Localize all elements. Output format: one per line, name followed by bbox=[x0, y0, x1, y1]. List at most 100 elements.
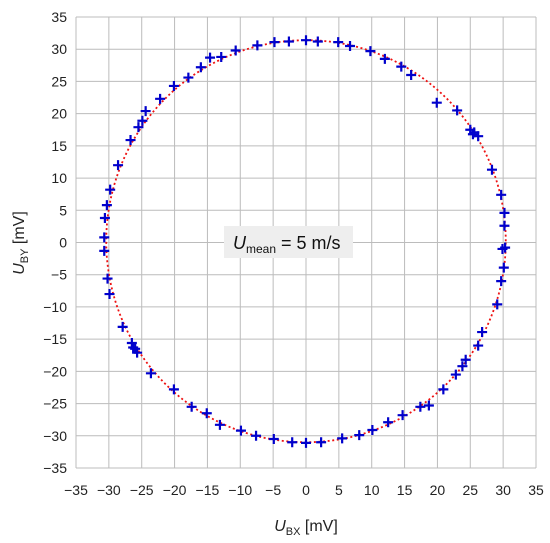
data-point-marker bbox=[283, 36, 294, 47]
y-tick-label: 5 bbox=[59, 202, 67, 218]
data-point-marker bbox=[473, 340, 484, 351]
data-point-marker bbox=[486, 164, 497, 175]
data-point-marker bbox=[406, 69, 417, 80]
y-tick-label: −10 bbox=[43, 299, 67, 315]
data-point-marker bbox=[345, 40, 356, 51]
x-axis-label: UBX [mV] bbox=[274, 518, 338, 538]
x-tick-label: 15 bbox=[397, 482, 413, 498]
data-point-marker bbox=[397, 410, 408, 421]
data-point-marker bbox=[492, 299, 503, 310]
y-axis-label: UBY [mV] bbox=[11, 211, 31, 275]
data-point-marker bbox=[117, 321, 128, 332]
x-tick-label: 35 bbox=[528, 482, 544, 498]
data-point-marker bbox=[496, 189, 507, 200]
data-point-marker bbox=[99, 245, 110, 256]
y-tick-label: 15 bbox=[51, 138, 67, 154]
y-tick-label: 10 bbox=[51, 170, 67, 186]
data-point-marker bbox=[301, 35, 311, 46]
data-point-marker bbox=[269, 37, 280, 48]
data-point-marker bbox=[140, 106, 151, 117]
data-point-marker bbox=[133, 122, 144, 133]
y-tick-label: 30 bbox=[51, 41, 67, 57]
data-point-marker bbox=[383, 417, 394, 428]
data-point-marker bbox=[354, 430, 365, 441]
x-tick-label: −15 bbox=[196, 482, 220, 498]
data-point-marker bbox=[312, 36, 323, 47]
data-point-marker bbox=[396, 61, 407, 72]
data-point-marker bbox=[379, 53, 390, 64]
x-tick-label: −25 bbox=[130, 482, 154, 498]
y-tick-label: −25 bbox=[43, 396, 67, 412]
y-tick-label: −35 bbox=[43, 460, 67, 476]
data-point-marker bbox=[438, 384, 449, 395]
annotation-box: Umean = 5 m/s bbox=[224, 226, 353, 258]
y-tick-label: 20 bbox=[51, 106, 67, 122]
y-tick-label: 35 bbox=[51, 9, 67, 25]
annotation-text: Umean = 5 m/s bbox=[233, 233, 341, 256]
x-tick-label: 10 bbox=[364, 482, 380, 498]
data-point-marker bbox=[467, 129, 478, 140]
data-point-marker bbox=[301, 437, 311, 448]
data-point-marker bbox=[128, 342, 139, 353]
data-point-marker bbox=[104, 289, 115, 300]
data-point-marker bbox=[499, 207, 510, 218]
data-point-marker bbox=[457, 361, 468, 372]
data-point-marker bbox=[126, 338, 137, 349]
data-point-marker bbox=[287, 437, 298, 448]
y-tick-label: 25 bbox=[51, 73, 67, 89]
data-points bbox=[99, 35, 511, 448]
data-point-marker bbox=[137, 115, 148, 126]
data-point-marker bbox=[477, 327, 488, 338]
data-point-marker bbox=[183, 72, 194, 83]
x-tick-label: 5 bbox=[335, 482, 343, 498]
data-point-marker bbox=[460, 354, 471, 365]
y-tick-label: −5 bbox=[51, 267, 67, 283]
data-point-marker bbox=[155, 93, 166, 104]
data-point-marker bbox=[450, 369, 461, 380]
x-tick-label: 0 bbox=[302, 482, 310, 498]
data-point-marker bbox=[195, 62, 206, 73]
x-tick-label: −20 bbox=[163, 482, 187, 498]
data-point-marker bbox=[168, 384, 179, 395]
data-point-marker bbox=[216, 51, 227, 62]
x-tick-label: 30 bbox=[495, 482, 511, 498]
data-point-marker bbox=[99, 232, 110, 243]
data-point-marker bbox=[102, 273, 113, 284]
data-point-marker bbox=[125, 135, 136, 146]
data-point-marker bbox=[235, 425, 246, 436]
data-point-marker bbox=[105, 184, 116, 195]
data-point-marker bbox=[316, 437, 327, 448]
data-point-marker bbox=[186, 401, 197, 412]
data-point-marker bbox=[498, 262, 509, 273]
x-tick-label: −30 bbox=[97, 482, 121, 498]
data-point-marker bbox=[365, 46, 376, 57]
data-point-marker bbox=[101, 200, 112, 211]
data-point-marker bbox=[333, 37, 344, 48]
x-tick-label: −5 bbox=[265, 482, 281, 498]
data-point-marker bbox=[496, 276, 507, 287]
x-tick-label: 25 bbox=[462, 482, 478, 498]
data-point-marker bbox=[168, 80, 179, 91]
y-tick-label: −30 bbox=[43, 428, 67, 444]
data-point-marker bbox=[251, 430, 262, 441]
y-tick-labels: −35 −30 −25 −20 −15 −10 −5 0 5 10 15 20 25 30 35 bbox=[43, 9, 67, 476]
x-tick-label: −10 bbox=[228, 482, 252, 498]
data-point-marker bbox=[205, 52, 216, 63]
data-point-marker bbox=[431, 97, 442, 108]
data-point-marker bbox=[145, 368, 156, 379]
data-point-marker bbox=[268, 434, 279, 445]
data-point-marker bbox=[497, 243, 508, 254]
x-tick-label: −35 bbox=[64, 482, 88, 498]
y-tick-label: −15 bbox=[43, 331, 67, 347]
y-tick-label: −20 bbox=[43, 363, 67, 379]
data-point-marker bbox=[452, 105, 463, 116]
x-tick-label: 20 bbox=[430, 482, 446, 498]
x-tick-labels: −35 −30 −25 −20 −15 −10 −5 0 5 10 15 20 25 30 35 bbox=[64, 482, 544, 498]
data-point-marker bbox=[423, 400, 434, 411]
data-point-marker bbox=[214, 419, 225, 430]
data-point-marker bbox=[201, 408, 212, 419]
data-point-marker bbox=[230, 45, 241, 56]
data-point-marker bbox=[499, 220, 510, 231]
data-point-marker bbox=[473, 131, 484, 142]
